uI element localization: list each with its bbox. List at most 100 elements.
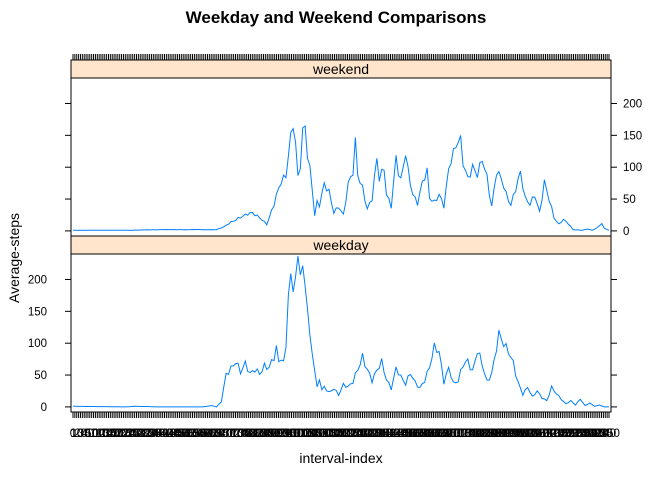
x-tick-label: 550	[194, 428, 213, 440]
x-tick-label: 510	[179, 428, 198, 440]
x-tick-label: 2330	[587, 428, 613, 440]
x-tick-label: 100	[86, 428, 105, 440]
x-tick-label: 1740	[456, 428, 482, 440]
strip-label-weekday: weekday	[312, 237, 368, 253]
x-tick-label: 1810	[467, 428, 493, 440]
x-tick-label: 2240	[568, 428, 594, 440]
x-tick-label: 1500	[396, 428, 422, 440]
panels-group: weekend050100150200weekday05010015020001…	[28, 54, 642, 440]
x-tick-label: 2350	[594, 428, 620, 440]
x-tick-label: 2140	[546, 428, 572, 440]
x-tick-label: 850	[261, 428, 280, 440]
x-tick-label: 1920	[493, 428, 519, 440]
x-tick-label: 1850	[482, 428, 508, 440]
panel-frame-weekend	[70, 77, 612, 237]
x-tick-label: 520	[183, 428, 202, 440]
x-tick-label: 2050	[527, 428, 553, 440]
x-tick-label: 350	[149, 428, 168, 440]
x-tick-label: 430	[164, 428, 183, 440]
x-tick-label: 2110	[535, 428, 560, 440]
x-tick-label: 1700	[441, 428, 467, 440]
x-tick-label: 710	[224, 428, 243, 440]
x-tick-label: 1940	[501, 428, 527, 440]
x-tick-label: 410	[157, 428, 176, 440]
x-tick-label: 2250	[572, 428, 598, 440]
x-tick-label: 1410	[378, 428, 404, 440]
x-tick-label: 120	[93, 428, 112, 440]
x-tick-label: 1140	[322, 428, 347, 440]
x-tick-label: 920	[273, 428, 292, 440]
x-tick-label: 1640	[434, 428, 460, 440]
x-tick-label: 800	[243, 428, 262, 440]
x-tick-label: 2020	[516, 428, 542, 440]
x-tick-label: 1600	[419, 428, 445, 440]
x-tick-label: 40	[82, 428, 95, 440]
y-tick-label-weekday: 200	[28, 274, 47, 286]
x-tick-label: 1400	[374, 428, 400, 440]
x-tick-label: 200	[108, 428, 127, 440]
x-tick-label: 2220	[561, 428, 587, 440]
x-tick-label: 30	[78, 428, 91, 440]
x-tick-label: 250	[127, 428, 146, 440]
x-tick-label: 1930	[497, 428, 523, 440]
x-tick-label: 1030	[296, 428, 322, 440]
y-tick-label-weekday: 0	[41, 402, 47, 414]
x-tick-label: 1830	[475, 428, 501, 440]
series-line-weekend	[72, 125, 610, 231]
x-tick-label: 900	[265, 428, 284, 440]
x-tick-label: 1150	[326, 428, 351, 440]
y-tick-label-weekend: 150	[623, 130, 642, 142]
x-tick-label: 1800	[464, 428, 490, 440]
x-tick-label: 2210	[557, 428, 583, 440]
x-tick-label: 1840	[479, 428, 505, 440]
x-tick-label: 540	[190, 428, 209, 440]
x-tick-label: 1720	[449, 428, 475, 440]
x-tick-label: 1430	[385, 428, 411, 440]
x-tick-label: 210	[112, 428, 131, 440]
x-tick-label: 330	[142, 428, 161, 440]
x-tick-label: 1620	[426, 428, 452, 440]
x-tick-label: 2130	[542, 428, 568, 440]
x-tick-label: 1520	[404, 428, 430, 440]
x-tick-label: 910	[269, 428, 288, 440]
x-tick-label: 1120	[315, 428, 340, 440]
x-tick-label: 400	[153, 428, 172, 440]
x-tick-label: 840	[258, 428, 277, 440]
x-tick-label: 1540	[411, 428, 437, 440]
x-tick-label: 1950	[505, 428, 531, 440]
x-tick-label: 2000	[508, 428, 534, 440]
strip-label-weekend: weekend	[312, 61, 369, 77]
x-tick-label: 1750	[460, 428, 486, 440]
x-tick-label: 1220	[337, 428, 363, 440]
x-tick-label: 1550	[415, 428, 441, 440]
x-tick-label: 1440	[389, 428, 415, 440]
panel-frame-weekday	[70, 253, 612, 413]
x-tick-label: 2030	[520, 428, 546, 440]
x-tick-label: 1420	[381, 428, 407, 440]
x-tick-label: 1050	[303, 428, 329, 440]
x-tick-label: 50	[85, 428, 98, 440]
x-tick-label: 1010	[288, 428, 314, 440]
x-tick-label: 1650	[437, 428, 463, 440]
y-tick-label-weekday: 150	[28, 306, 47, 318]
x-tick-label: 2230	[564, 428, 590, 440]
x-tick-label: 310	[134, 428, 153, 440]
x-tick-label: 2300	[576, 428, 602, 440]
x-tick-label: 2310	[579, 428, 605, 440]
x-tick-labels-dense: 0102030405010011012013014015020021022023…	[70, 428, 620, 440]
x-tick-label: 1510	[400, 428, 426, 440]
x-tick-label: 2340	[591, 428, 617, 440]
x-tick-label: 1230	[340, 428, 366, 440]
x-tick-label: 1210	[333, 428, 359, 440]
x-tick-label: 130	[97, 428, 116, 440]
x-tick-label: 810	[246, 428, 265, 440]
x-tick-label: 1630	[430, 428, 456, 440]
x-tick-label: 20	[74, 428, 87, 440]
x-tick-label: 2100	[531, 428, 557, 440]
x-tick-label: 1040	[299, 428, 325, 440]
y-tick-label-weekend: 100	[623, 162, 642, 174]
x-tick-label: 1310	[355, 428, 381, 440]
x-tick-label: 1200	[329, 428, 355, 440]
x-tick-label: 1240	[344, 428, 370, 440]
